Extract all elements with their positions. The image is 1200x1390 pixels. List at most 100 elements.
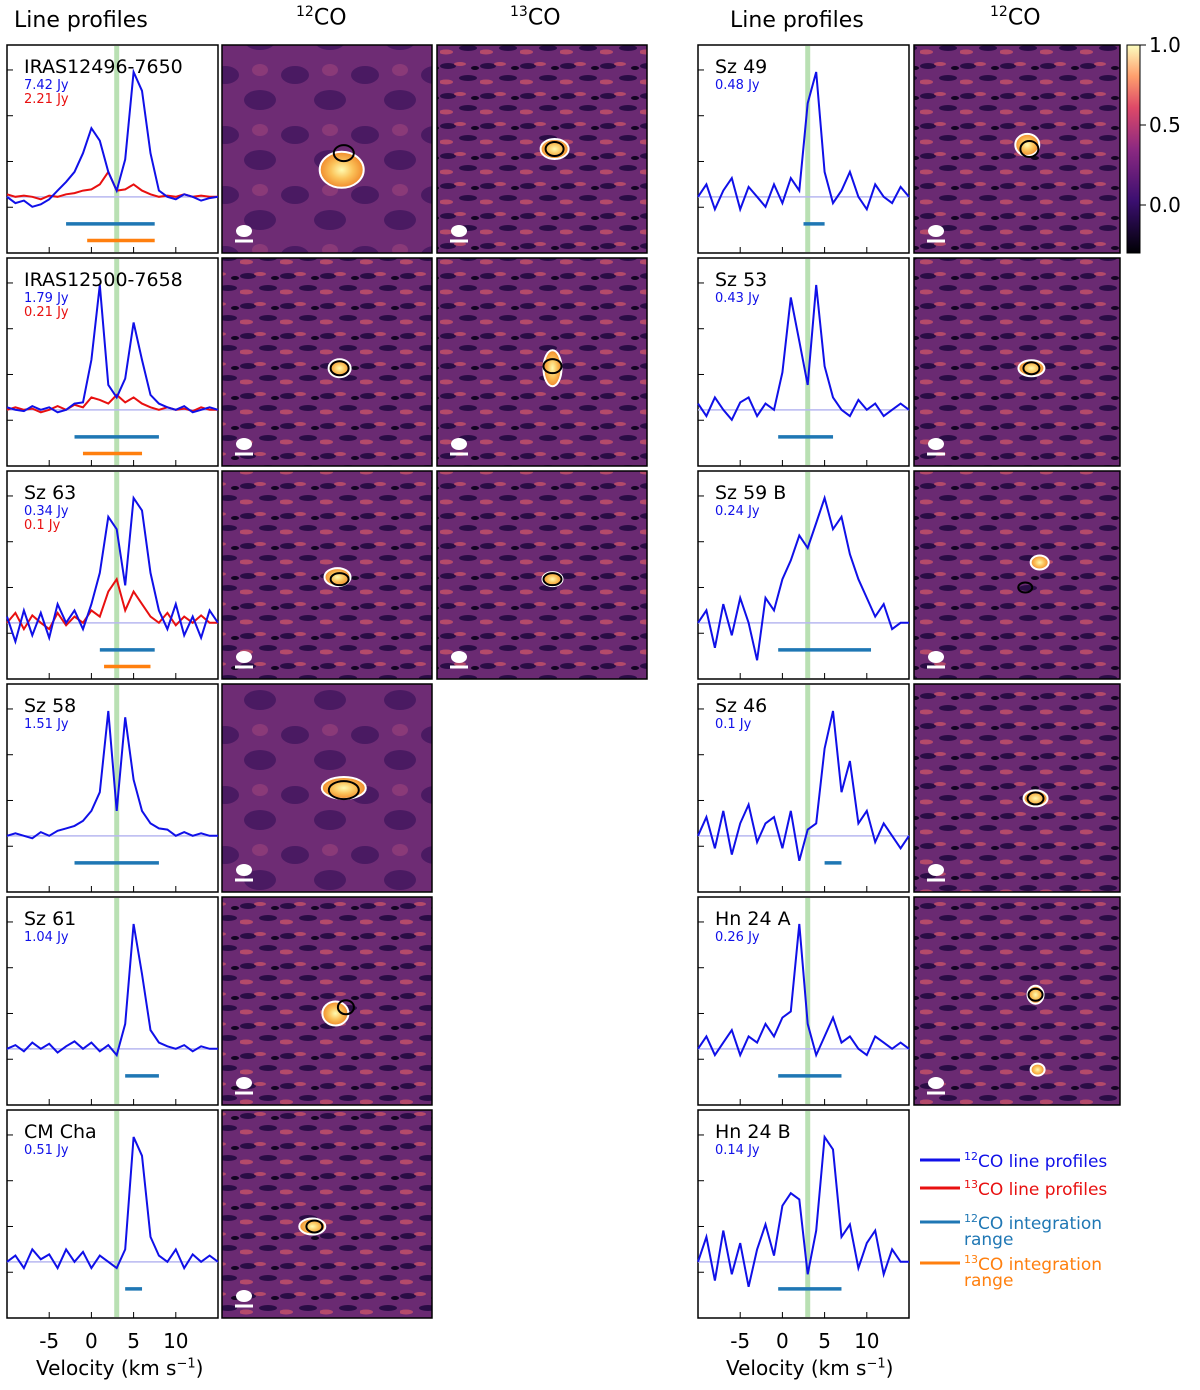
legend-label-3: 13CO integration: [964, 1253, 1102, 1275]
profile-3-label: Sz 58: [24, 695, 76, 717]
map12-left-1-background: [222, 258, 432, 466]
map13-1: [436, 257, 648, 467]
map12-left-4-frame: [221, 896, 433, 1106]
profile-4-systemic-velocity: [114, 898, 120, 1104]
profile-right-5-co12-line: [697, 1134, 909, 1288]
map12-left-2-frame: [221, 470, 433, 680]
map12-right-3-disk-ellipse: [1026, 791, 1045, 806]
profile-right-2-frame: [697, 470, 910, 680]
profile-4-flux12: 1.04 Jy: [24, 930, 69, 945]
profile-3-systemic-velocity: [114, 685, 120, 891]
map13-0: [436, 44, 648, 254]
profile-right-2: Sz 59 B0.24 Jy: [697, 470, 910, 680]
profile-1-co12-line: [6, 284, 219, 414]
profile-right-0-co12-line: [697, 71, 910, 213]
profile-1-frame: [6, 257, 219, 467]
header-co13-sup: 13: [510, 4, 528, 20]
profile-3-flux12: 1.51 Jy: [24, 717, 69, 732]
map12-right-2-emission: [1029, 554, 1050, 571]
xlabel-left-main: Velocity (km s: [36, 1356, 177, 1380]
map12-right-4-frame: [913, 896, 1121, 1106]
map12-left-1: [221, 257, 433, 467]
map12-left-1-frame: [221, 257, 433, 467]
profile-right-5-label: Hn 24 B: [715, 1121, 791, 1143]
map12-right-4-disk-ellipse: [1027, 987, 1044, 1002]
profile-5-co12-line: [6, 1136, 219, 1271]
profile-right-5-frame: [697, 1109, 910, 1319]
header-line-profiles-left: Line profiles: [14, 8, 148, 33]
map12-left-3-frame: [221, 683, 433, 893]
profile-right-4-co12-line: [697, 923, 910, 1059]
profile-right-1-co12-line: [697, 284, 910, 422]
legend-sup-1: 13: [964, 1178, 978, 1191]
map13-1-disk-ellipse: [542, 358, 563, 375]
profile-0-label: IRAS12496-7650: [24, 56, 183, 78]
map12-left-2-disk-ellipse: [329, 572, 350, 587]
profile-2-flux13: 0.1 Jy: [24, 518, 61, 533]
map12-left-3: [221, 683, 433, 893]
profile-right-3-flux12: 0.1 Jy: [715, 717, 752, 732]
map12-left-1-beam: [236, 438, 252, 450]
profile-2-flux12: 0.34 Jy: [24, 504, 69, 519]
profile-right-3-label: Sz 46: [715, 695, 767, 717]
profile-right-5-xtick-label: 5: [818, 1329, 831, 1353]
map12-right-3: [913, 683, 1121, 893]
map12-right-0-frame: [913, 44, 1121, 254]
profile-right-4-label: Hn 24 A: [715, 908, 791, 930]
profile-2-frame: [6, 470, 219, 680]
header-co12-right-text: CO: [1007, 5, 1041, 31]
profile-right-3-frame: [697, 683, 910, 893]
xlabel-right-main: Velocity (km s: [726, 1356, 867, 1380]
map13-2-background: [437, 471, 647, 679]
profile-right-4-frame: [697, 896, 910, 1106]
header-co12-right: 12CO: [990, 4, 1041, 30]
map12-right-4-emission-b: [1029, 1062, 1046, 1077]
legend-text-3: CO integration: [978, 1255, 1102, 1275]
map12-right-0-disk-ellipse: [1019, 140, 1040, 158]
profile-2-systemic-velocity: [114, 472, 120, 678]
profile-0-flux13: 2.21 Jy: [24, 92, 69, 107]
profile-0-co12-line: [6, 68, 219, 208]
profile-right-5-systemic-velocity: [805, 1111, 811, 1317]
xlabel-left: Velocity (km s−1): [36, 1356, 203, 1380]
profile-right-4-flux12: 0.26 Jy: [715, 930, 760, 945]
profile-5-label: CM Cha: [24, 1121, 97, 1143]
map12-left-5-disk-ellipse: [305, 1219, 324, 1234]
profile-0-systemic-velocity: [114, 46, 120, 252]
map12-left-1-disk-ellipse: [329, 360, 350, 377]
xlabel-right-close: ): [885, 1356, 894, 1380]
profile-4-label: Sz 61: [24, 908, 76, 930]
map12-left-4-background: [222, 897, 432, 1105]
map12-left-5-frame: [221, 1109, 433, 1319]
profile-1-systemic-velocity: [114, 259, 120, 465]
map12-right-2-frame: [913, 470, 1121, 680]
profile-right-0-label: Sz 49: [715, 56, 767, 78]
map13-1-emission: [542, 349, 563, 388]
map12-right-1-beam: [928, 438, 944, 450]
map12-right-2-disk-ellipse: [1017, 581, 1034, 594]
legend-sup-3: 13: [964, 1253, 978, 1266]
header-co13-text: CO: [527, 5, 561, 31]
map12-left-4: [221, 896, 433, 1106]
profile-3-co12-line: [6, 710, 218, 840]
profile-5-frame: [6, 1109, 219, 1319]
map12-right-0: [913, 44, 1121, 254]
map13-1-beam: [451, 438, 467, 450]
map12-left-5-beam: [236, 1290, 252, 1302]
profile-right-2-co12-line: [697, 494, 909, 661]
profile-2: Sz 630.34 Jy0.1 Jy: [6, 470, 219, 680]
profile-right-0-systemic-velocity: [805, 46, 811, 252]
map12-right-2-background: [914, 471, 1120, 679]
map13-0-beam: [451, 225, 467, 237]
profile-4: Sz 611.04 Jy: [6, 896, 219, 1106]
map12-right-3-beam: [928, 864, 944, 876]
map13-0-frame: [436, 44, 648, 254]
legend-label-2: 12CO integration: [964, 1212, 1102, 1234]
header-line-profiles-right: Line profiles: [730, 8, 864, 33]
map12-left-0-disk-ellipse: [332, 144, 355, 163]
legend-label-0: 12CO line profiles: [964, 1150, 1107, 1172]
map12-left-5: [221, 1109, 433, 1319]
map13-2-beam: [451, 651, 467, 663]
